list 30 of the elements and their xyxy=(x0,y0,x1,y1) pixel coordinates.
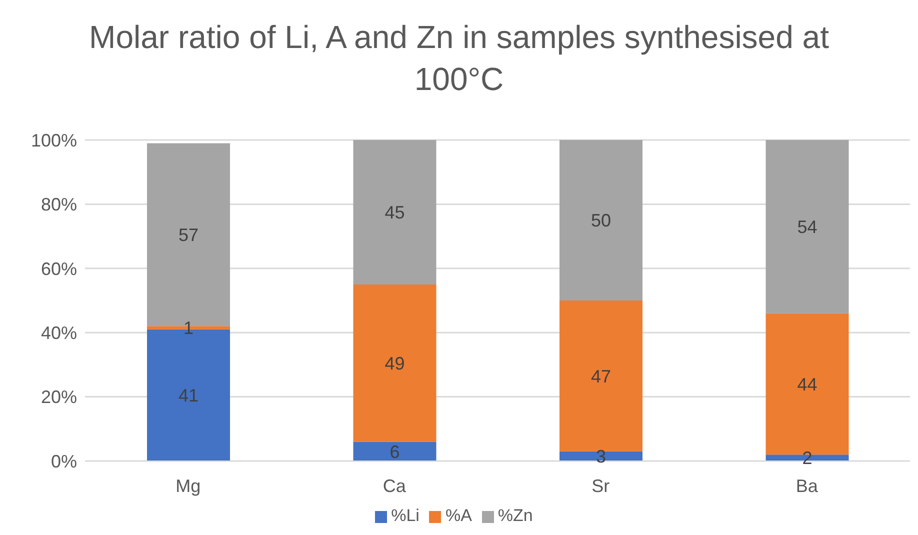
data-label: 57 xyxy=(178,225,199,246)
bar xyxy=(766,140,849,314)
data-label: 54 xyxy=(797,217,818,238)
data-label: 41 xyxy=(178,386,199,406)
data-label: 1 xyxy=(183,318,194,338)
x-tick-label: Ca xyxy=(382,476,407,496)
bar xyxy=(560,300,642,452)
y-tick-label: 80% xyxy=(40,194,77,215)
data-label: 6 xyxy=(390,442,400,462)
bar xyxy=(353,140,436,284)
x-tick-label: Sr xyxy=(592,476,610,496)
x-tick-label: Mg xyxy=(176,476,201,496)
data-label: 49 xyxy=(384,353,405,374)
data-label: 50 xyxy=(590,210,612,231)
bar xyxy=(353,442,436,461)
legend-label: %Zn xyxy=(498,506,533,525)
legend-label: %A xyxy=(445,506,472,525)
bar xyxy=(353,284,436,442)
y-tick-label: 40% xyxy=(40,322,77,343)
y-tick-label: 20% xyxy=(40,387,77,408)
data-label: 47 xyxy=(590,366,612,386)
legend-label: %Li xyxy=(391,506,420,525)
y-tick-label: 60% xyxy=(40,258,77,279)
chart-title: Molar ratio of Li, A and Zn in samples synthesised at 100°C xyxy=(88,18,830,99)
data-label: 44 xyxy=(797,374,818,394)
y-tick-label: 0% xyxy=(50,451,77,472)
x-tick-label: Ba xyxy=(796,476,819,496)
bar xyxy=(560,140,642,300)
data-label: 45 xyxy=(384,202,405,223)
y-tick-label: 100% xyxy=(30,130,77,150)
